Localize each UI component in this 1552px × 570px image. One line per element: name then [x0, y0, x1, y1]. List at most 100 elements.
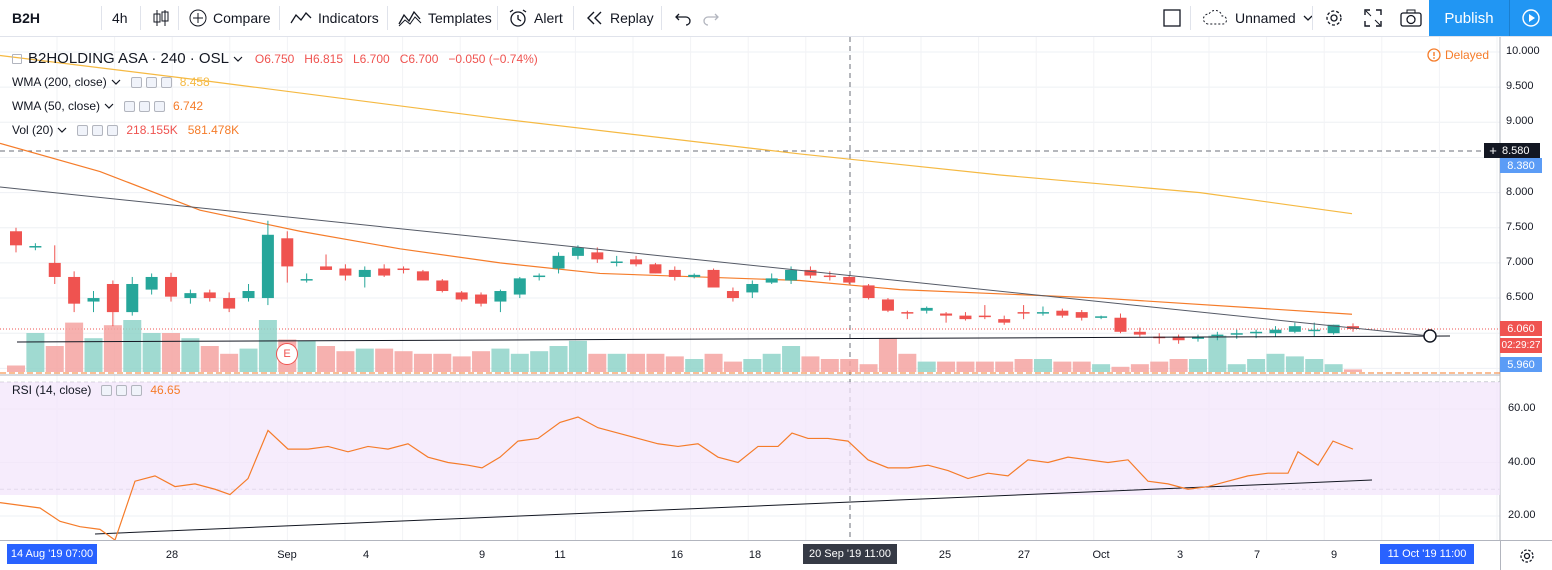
chevron-down-icon[interactable] [233, 55, 243, 63]
wma50-legend: WMA (50, close) 6.742 [12, 99, 203, 113]
candle-body [746, 283, 759, 293]
candle-body [203, 292, 216, 299]
earnings-marker[interactable]: E [276, 343, 298, 365]
indicators-button[interactable]: Indicators [282, 0, 387, 36]
rsi-tick: 60.00 [1508, 402, 1536, 414]
close-icon[interactable] [154, 100, 166, 112]
layout-name-label: Unnamed [1235, 10, 1296, 26]
undo-button[interactable] [666, 0, 700, 36]
settings-button[interactable] [1316, 0, 1352, 36]
candle-body [494, 291, 507, 302]
volume-bar [65, 322, 84, 372]
wma200-label[interactable]: WMA (200, close) [12, 75, 107, 89]
alert-label: Alert [534, 10, 563, 26]
candle-body [1172, 336, 1185, 341]
candle-body [552, 255, 565, 269]
wma50-label[interactable]: WMA (50, close) [12, 99, 101, 113]
fullscreen-layout-button[interactable] [1155, 0, 1189, 36]
close-icon[interactable] [131, 384, 143, 396]
volume-bar [103, 325, 122, 372]
volume-bar [607, 353, 626, 372]
rsi-label[interactable]: RSI (14, close) [12, 383, 92, 397]
chart-properties-button[interactable] [1500, 540, 1552, 570]
price-label-5960: 5.960 [1500, 357, 1542, 372]
candle-body [649, 264, 662, 274]
volume-bar [1344, 369, 1362, 372]
cloud-icon [1202, 9, 1227, 25]
candle-body [998, 319, 1011, 323]
compare-button[interactable]: Compare [181, 0, 279, 36]
snapshot-button[interactable] [1392, 0, 1430, 36]
delayed-badge[interactable]: Delayed [1427, 48, 1489, 62]
plus-icon[interactable]: + [1489, 143, 1497, 158]
expand-icon [1364, 9, 1382, 27]
volume-label[interactable]: Vol (20) [12, 123, 54, 137]
volume-bar [336, 351, 355, 372]
redo-button[interactable] [694, 0, 728, 36]
candle-body [184, 293, 197, 299]
rsi-legend: RSI (14, close) 46.65 [12, 383, 180, 397]
price-tick: 6.500 [1506, 291, 1534, 304]
interval-button[interactable]: 4h [112, 10, 128, 26]
chevron-down-icon[interactable] [104, 102, 114, 110]
replay-button[interactable]: Replay [578, 0, 662, 36]
rsi-value: 46.65 [150, 383, 181, 397]
chevron-down-icon[interactable] [57, 126, 67, 134]
toolbar-divider [140, 6, 141, 30]
gear-icon[interactable] [145, 76, 157, 88]
templates-label: Templates [428, 10, 492, 26]
fullscreen-button[interactable] [1356, 0, 1390, 36]
collapse-icon[interactable] [12, 53, 22, 64]
gear-icon[interactable] [116, 384, 128, 396]
symbol-title[interactable]: B2HOLDING ASA · 240 · OSL [28, 50, 229, 67]
templates-button[interactable]: Templates [390, 0, 500, 36]
volume-bar [1169, 359, 1188, 372]
close-icon[interactable] [107, 124, 119, 136]
publish-menu-button[interactable] [1509, 0, 1552, 36]
volume-bar [588, 353, 607, 372]
volume-bar [1072, 361, 1091, 372]
candle-body [533, 275, 546, 278]
eye-icon[interactable] [130, 76, 142, 88]
publish-button[interactable]: Publish [1429, 0, 1509, 36]
candle-body [10, 231, 22, 246]
volume-bar [491, 348, 510, 372]
candle-body [1114, 317, 1127, 332]
wma200-value: 8.458 [179, 75, 210, 89]
volume-bar [123, 320, 142, 372]
volume-bar [1324, 364, 1343, 372]
layout-name-button[interactable]: Unnamed [1193, 0, 1322, 36]
volume-bar [162, 333, 181, 372]
eye-icon[interactable] [101, 384, 113, 396]
eye-icon[interactable] [124, 100, 136, 112]
candle-body [242, 291, 255, 299]
volume-bar [200, 346, 219, 372]
rsi-path [0, 416, 1354, 540]
candle-body [261, 234, 274, 299]
compare-label: Compare [213, 10, 271, 26]
alert-button[interactable]: Alert [500, 0, 571, 36]
rsi-tick: 40.00 [1508, 455, 1536, 468]
volume-bar [762, 353, 781, 372]
time-axis[interactable]: 28 Sep 4 9 11 16 18 25 27 Oct 3 7 9 14 Aug '19 07:00… [0, 540, 1500, 570]
candle-body [591, 252, 604, 260]
chevron-down-icon[interactable] [111, 78, 121, 86]
trend-lines[interactable] [0, 186, 1451, 535]
volume-bar [1285, 356, 1304, 372]
candle-body [281, 238, 294, 267]
time-tick: 4 [362, 549, 370, 561]
candle-body [959, 315, 972, 320]
eye-icon[interactable] [77, 124, 89, 136]
symbol-search-button[interactable]: B2H [12, 10, 41, 26]
candle-body [843, 276, 856, 283]
price-tick: 8.000 [1506, 185, 1534, 198]
volume-bar [7, 365, 25, 372]
chart-canvas[interactable] [0, 37, 1552, 540]
candle-body [436, 280, 449, 292]
volume-bar [297, 340, 316, 372]
gear-icon[interactable] [139, 100, 151, 112]
gear-icon[interactable] [92, 124, 104, 136]
close-icon[interactable] [160, 76, 172, 88]
main-series-legend: B2HOLDING ASA · 240 · OSL O6.750 H6.815 … [12, 50, 538, 67]
chart-style-button[interactable] [143, 0, 179, 36]
